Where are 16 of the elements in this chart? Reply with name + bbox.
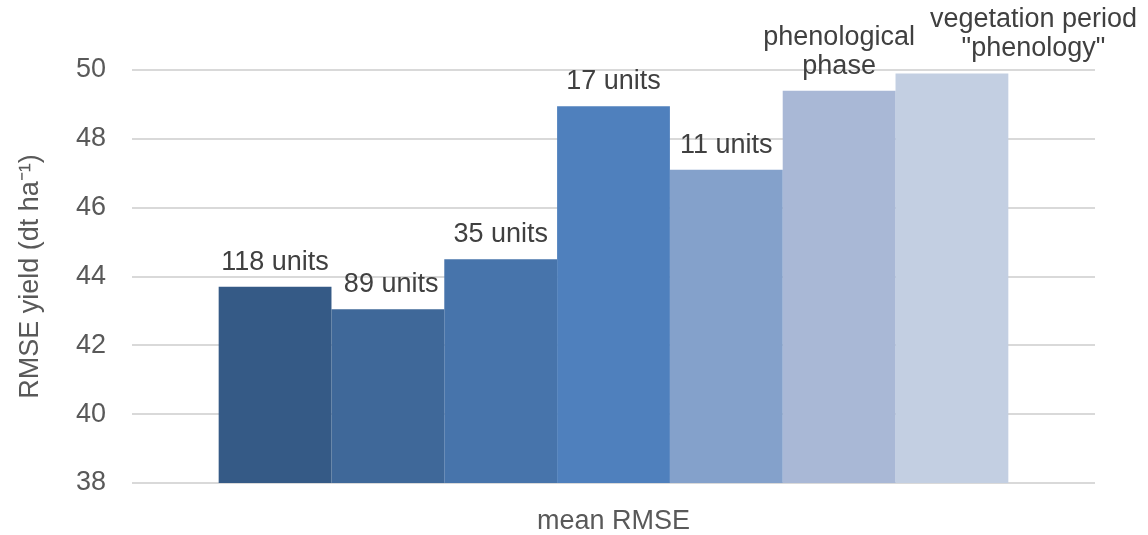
y-axis-title: RMSE yield (dt ha⁻¹) xyxy=(13,154,44,399)
series-label: 118 units xyxy=(221,245,329,276)
y-tick-label: 42 xyxy=(75,328,106,359)
y-tick-label: 48 xyxy=(75,122,106,153)
series-label: vegetation period "phenology" xyxy=(929,3,1138,63)
series-label: phenological phase xyxy=(763,20,915,80)
series-label: 17 units xyxy=(566,65,661,96)
series-label: 35 units xyxy=(453,218,548,249)
series-label: 11 units xyxy=(680,128,773,159)
y-tick-label: 44 xyxy=(75,259,106,290)
y-tick-label: 46 xyxy=(75,191,106,222)
y-tick-label: 50 xyxy=(75,53,106,84)
y-tick-label: 38 xyxy=(75,466,106,497)
y-tick-label: 40 xyxy=(75,397,106,428)
series-label: 89 units xyxy=(343,268,439,299)
x-tick-label: mean RMSE xyxy=(536,504,691,535)
